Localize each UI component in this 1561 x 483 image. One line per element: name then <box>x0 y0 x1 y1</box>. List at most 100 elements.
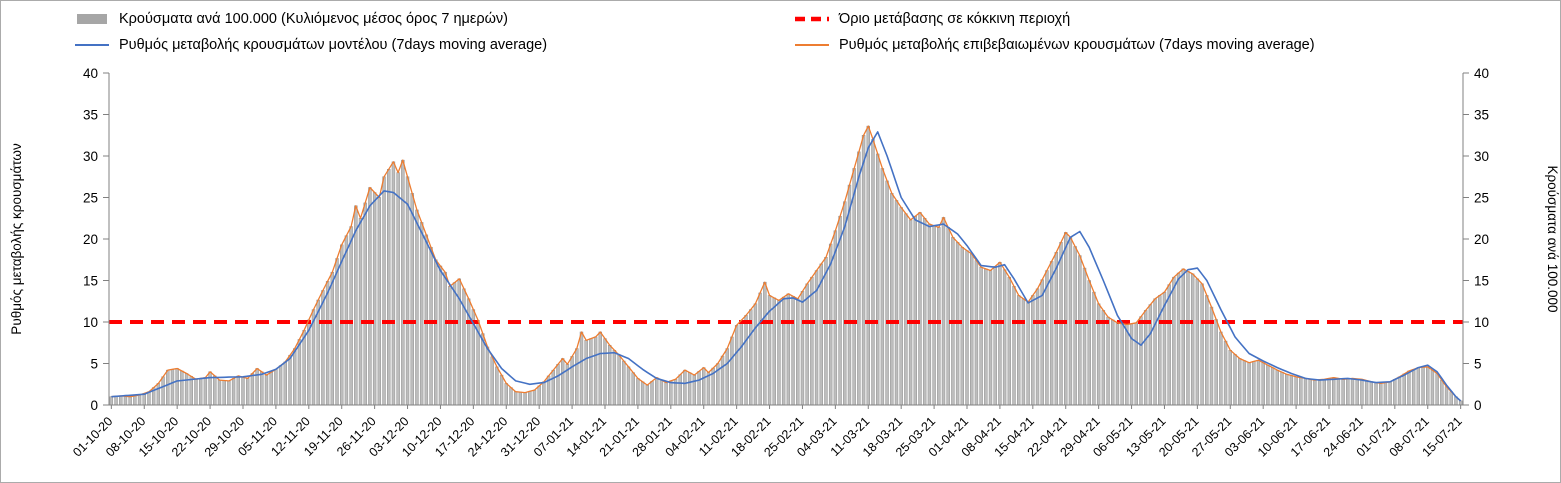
bar <box>1054 252 1059 406</box>
bar <box>828 243 833 406</box>
bar <box>791 296 795 406</box>
bar <box>1313 379 1317 406</box>
bar <box>1073 246 1077 406</box>
bar <box>1407 370 1411 406</box>
bar <box>702 367 706 406</box>
bar <box>866 125 870 406</box>
bar <box>1440 379 1444 406</box>
y-tick-label-right: 40 <box>1474 66 1489 81</box>
bar <box>1148 304 1153 406</box>
bar <box>1228 349 1232 406</box>
bar <box>659 379 664 406</box>
bar <box>528 391 532 406</box>
y-tick-label-right: 30 <box>1474 149 1489 164</box>
left-axis-title: Ρυθμός μεταβολής κρουσμάτων <box>9 143 24 335</box>
bar <box>984 268 988 406</box>
bar <box>1139 316 1143 406</box>
bar <box>175 368 179 406</box>
bar <box>142 393 146 406</box>
bar <box>927 223 932 406</box>
bar <box>1341 379 1345 406</box>
lines-group <box>111 125 1462 402</box>
y-tick-label-left: 0 <box>90 398 98 413</box>
bar <box>589 338 593 406</box>
right-axis-title: Κρούσματα ανά 100.000 <box>1545 165 1560 312</box>
bar <box>1458 400 1463 406</box>
bar <box>1252 361 1256 406</box>
bar <box>598 331 603 406</box>
bar <box>377 197 382 406</box>
bar <box>1299 377 1303 406</box>
bar <box>217 379 222 406</box>
bar <box>1219 331 1223 406</box>
bar <box>988 270 993 406</box>
bar <box>330 271 335 406</box>
bar <box>1294 376 1298 406</box>
bar <box>1256 359 1261 406</box>
bar <box>626 366 631 406</box>
bar <box>387 169 391 406</box>
y-tick-label-left: 30 <box>83 149 98 164</box>
bar <box>833 230 838 406</box>
bar <box>838 215 842 406</box>
bar <box>354 205 358 406</box>
legend-label-threshold: Όριο μετάβασης σε κόκκινη περιοχή <box>839 11 1071 27</box>
bar <box>227 380 231 406</box>
bar <box>434 259 438 406</box>
bar <box>885 180 889 406</box>
bar <box>974 260 979 406</box>
bar <box>419 222 424 406</box>
bar <box>1181 268 1185 406</box>
bar <box>109 396 114 406</box>
bar <box>687 372 692 406</box>
bar <box>843 201 847 406</box>
legend-label-cases-bars: Κρούσματα ανά 100.000 (Κυλιόμενος μέσος … <box>119 11 509 27</box>
bar <box>645 384 650 406</box>
bar <box>1388 381 1392 406</box>
bar <box>1303 378 1308 406</box>
bar <box>532 389 537 406</box>
bar <box>410 193 414 406</box>
bar <box>1190 273 1195 406</box>
bar <box>1233 354 1237 406</box>
bar <box>1002 269 1007 406</box>
bar <box>725 348 729 406</box>
bar <box>1040 279 1044 406</box>
bar <box>274 369 278 406</box>
y-tick-label-right: 0 <box>1474 398 1482 413</box>
bar <box>180 370 184 406</box>
bar <box>283 361 287 406</box>
bar <box>734 325 739 406</box>
bar <box>213 375 217 406</box>
bar <box>650 381 654 406</box>
bar <box>1350 378 1355 406</box>
cases-bars-group <box>109 125 1463 406</box>
bar <box>1064 232 1068 406</box>
bar <box>640 381 645 406</box>
bar <box>739 320 744 406</box>
bar <box>231 378 236 406</box>
bar <box>1266 364 1270 406</box>
bar <box>241 376 245 406</box>
bar <box>998 261 1002 406</box>
bar <box>161 376 165 406</box>
bar <box>1360 379 1364 406</box>
bar <box>325 281 330 406</box>
bar <box>1120 323 1124 406</box>
bar <box>269 371 273 406</box>
bar <box>871 139 875 406</box>
bar <box>316 299 320 406</box>
bar <box>904 213 908 406</box>
bar <box>297 339 302 406</box>
bar <box>391 161 396 406</box>
bar <box>941 217 946 406</box>
bar <box>1322 379 1327 406</box>
bar <box>763 281 767 406</box>
bar <box>1393 379 1397 406</box>
bar <box>513 391 518 406</box>
bar <box>1421 366 1425 406</box>
bar <box>1237 358 1242 406</box>
bar <box>481 333 485 406</box>
y-tick-label-right: 5 <box>1474 357 1482 372</box>
bar <box>603 338 607 406</box>
